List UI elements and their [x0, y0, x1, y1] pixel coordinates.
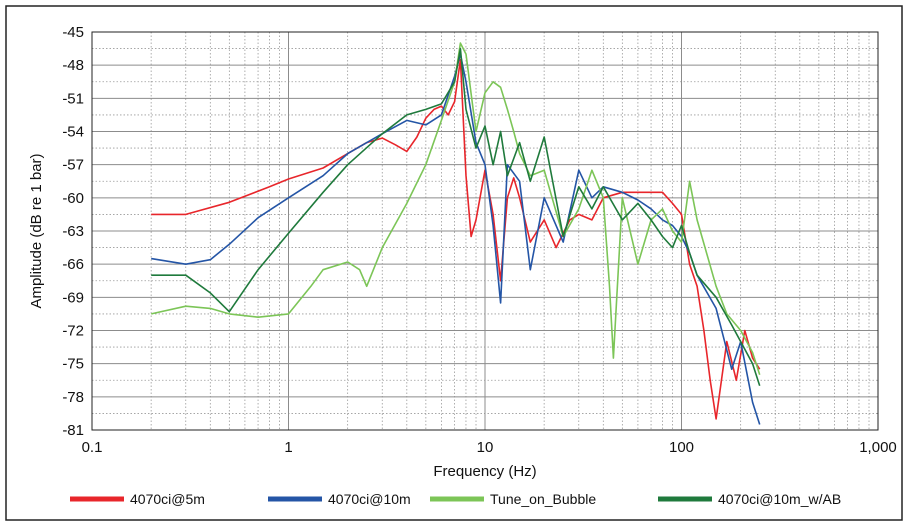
y-tick-label: -48 — [62, 57, 84, 74]
x-axis-label: Frequency (Hz) — [433, 463, 536, 480]
y-tick-label: -51 — [62, 90, 84, 107]
y-tick-label: -60 — [62, 190, 84, 207]
y-tick-label: -54 — [62, 124, 84, 141]
legend-label: Tune_on_Bubble — [490, 491, 596, 507]
y-tick-label: -75 — [62, 356, 84, 373]
y-tick-label: -57 — [62, 157, 84, 174]
y-axis-label: Amplitude (dB re 1 bar) — [28, 153, 45, 308]
y-tick-label: -78 — [62, 389, 84, 406]
x-tick-label: 10 — [477, 439, 494, 456]
series-line — [151, 47, 761, 387]
legend-label: 4070ci@10m — [328, 491, 411, 507]
y-tick-label: -72 — [62, 323, 84, 340]
x-tick-label: 0.1 — [82, 439, 103, 456]
y-tick-label: -45 — [62, 24, 84, 41]
x-axis-ticks: 0.1 1 10 100 1,000 — [82, 439, 897, 456]
y-tick-label: -66 — [62, 256, 84, 273]
legend: 4070ci@5m 4070ci@10m Tune_on_Bubble 4070ci@… — [70, 491, 841, 507]
y-axis-ticks: -45 -48 -51 -54 -57 -60 -63 -66 -69 -72 -75 -78 -81 — [62, 24, 84, 439]
legend-label: 4070ci@5m — [130, 491, 205, 507]
series-line — [151, 53, 761, 425]
y-tick-label: -63 — [62, 223, 84, 240]
outer-frame — [5, 5, 903, 521]
y-tick-label: -69 — [62, 289, 84, 306]
series-line — [151, 58, 761, 420]
plot-frame — [91, 31, 879, 431]
x-tick-label: 1,000 — [859, 439, 897, 456]
series-layer — [151, 42, 761, 425]
x-tick-label: 1 — [284, 439, 292, 456]
y-tick-label: -81 — [62, 422, 84, 439]
x-tick-label: 100 — [669, 439, 694, 456]
legend-label: 4070ci@10m_w/AB — [718, 491, 841, 507]
